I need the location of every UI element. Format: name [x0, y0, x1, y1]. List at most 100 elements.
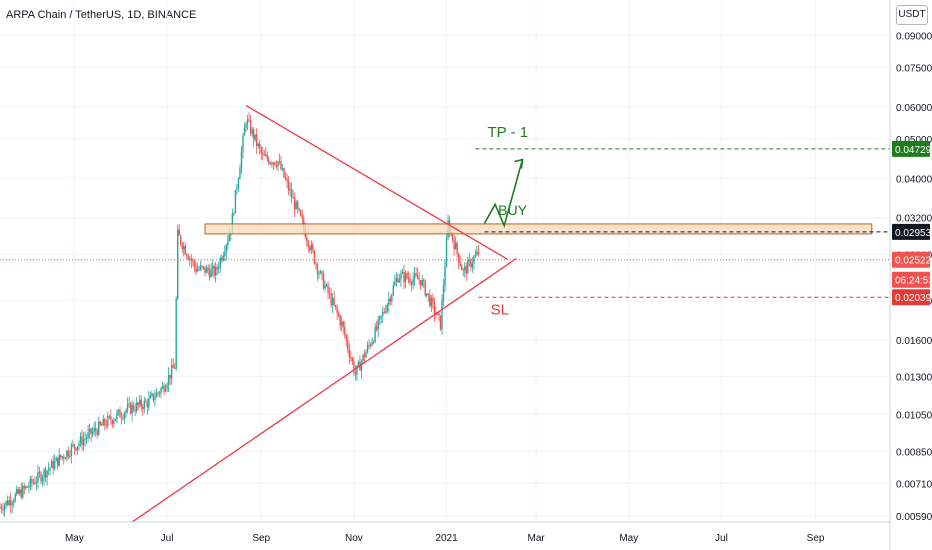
candle-body	[432, 297, 434, 303]
candle-body	[126, 404, 129, 411]
candle-body	[64, 458, 67, 460]
candle-body	[202, 266, 205, 268]
candle-body	[296, 201, 299, 209]
y-tick-label: 0.06000	[896, 103, 932, 114]
candle-body	[360, 361, 363, 371]
candle-body	[84, 438, 86, 440]
candle-body	[415, 273, 417, 276]
candle-body	[37, 471, 39, 483]
candle-body	[257, 143, 259, 146]
candle-body	[306, 237, 308, 242]
candle-body	[404, 273, 407, 283]
candle-body	[445, 238, 448, 267]
candle-body	[275, 164, 278, 167]
candle-body	[263, 154, 265, 156]
candle-body	[240, 151, 243, 169]
candle-body	[211, 265, 214, 269]
candle-body	[369, 344, 372, 346]
candle-body	[132, 404, 135, 411]
candle-body	[190, 258, 193, 261]
currency-button[interactable]: USDT	[896, 5, 928, 25]
candle-body	[395, 278, 398, 282]
candle-body	[25, 486, 27, 489]
candle-body	[11, 503, 13, 506]
candle-body	[315, 263, 317, 265]
candle-body	[318, 273, 320, 275]
candle-body	[58, 454, 60, 466]
supply-zone-rect	[204, 223, 873, 235]
resistance-trendline	[245, 104, 508, 260]
candle-body	[192, 260, 194, 262]
candle-body	[69, 455, 71, 457]
candle-body	[34, 482, 36, 484]
candle-body	[31, 478, 33, 484]
candle-body	[339, 316, 341, 326]
chart-title: ARPA Chain / TetherUS, 1D, BINANCE	[6, 9, 197, 21]
current-price-tag: 0.02522	[895, 256, 932, 267]
candle-body	[319, 271, 322, 274]
x-tick-label: Sep	[252, 533, 270, 544]
candle-body	[38, 471, 41, 474]
candle-body	[91, 431, 94, 435]
candle-body	[41, 477, 44, 482]
candle-body	[442, 285, 445, 301]
candle-body	[426, 293, 428, 296]
candle-body	[158, 392, 161, 394]
candle-body	[322, 273, 325, 289]
tp-price-tag: 0.04729	[895, 145, 932, 156]
buy-label: BUY	[498, 202, 527, 218]
candle-body	[151, 393, 153, 396]
candle-body	[391, 294, 393, 302]
candle-body	[102, 418, 104, 426]
arrowhead-icon	[514, 158, 524, 169]
candle-body	[128, 403, 130, 405]
candle-body	[186, 254, 188, 257]
candle-body	[436, 312, 439, 315]
candle-body	[233, 213, 235, 215]
candle-body	[113, 420, 115, 424]
candle-body	[20, 489, 22, 498]
candle-body	[44, 469, 47, 478]
candle-body	[163, 385, 165, 392]
candle-body	[137, 402, 139, 405]
candle-body	[14, 494, 16, 502]
candle-body	[98, 421, 100, 435]
candle-body	[423, 279, 425, 281]
candle-body	[28, 486, 30, 488]
candle-body	[341, 321, 343, 326]
candle-body	[154, 397, 156, 401]
candle-body	[385, 311, 387, 313]
candle-body	[96, 430, 98, 435]
candle-body	[196, 269, 199, 272]
candle-body	[309, 247, 311, 251]
candle-body	[266, 154, 269, 160]
candle-body	[292, 197, 294, 199]
candle-body	[72, 444, 74, 446]
candle-body	[199, 265, 202, 270]
y-tick-label: 0.00590	[896, 512, 932, 523]
candle-body	[184, 245, 186, 255]
candle-body	[26, 486, 29, 488]
candle-body	[0, 507, 1, 509]
y-tick-label: 0.07500	[896, 64, 932, 75]
candle-body	[12, 501, 15, 504]
candle-body	[47, 469, 50, 471]
candle-body	[350, 356, 352, 359]
candle-body	[169, 374, 171, 379]
candle-body	[461, 265, 463, 270]
candle-body	[76, 446, 79, 451]
candle-body	[324, 285, 326, 289]
x-tick-label: Mar	[528, 533, 546, 544]
candle-body	[164, 388, 167, 392]
candle-body	[208, 270, 211, 278]
candle-body	[6, 500, 9, 506]
candle-body	[260, 148, 262, 154]
candle-body	[5, 500, 7, 506]
candlestick-series	[0, 112, 480, 517]
candle-body	[183, 245, 185, 250]
candle-body	[8, 499, 10, 506]
candle-body	[214, 267, 217, 276]
candle-body	[201, 265, 203, 267]
